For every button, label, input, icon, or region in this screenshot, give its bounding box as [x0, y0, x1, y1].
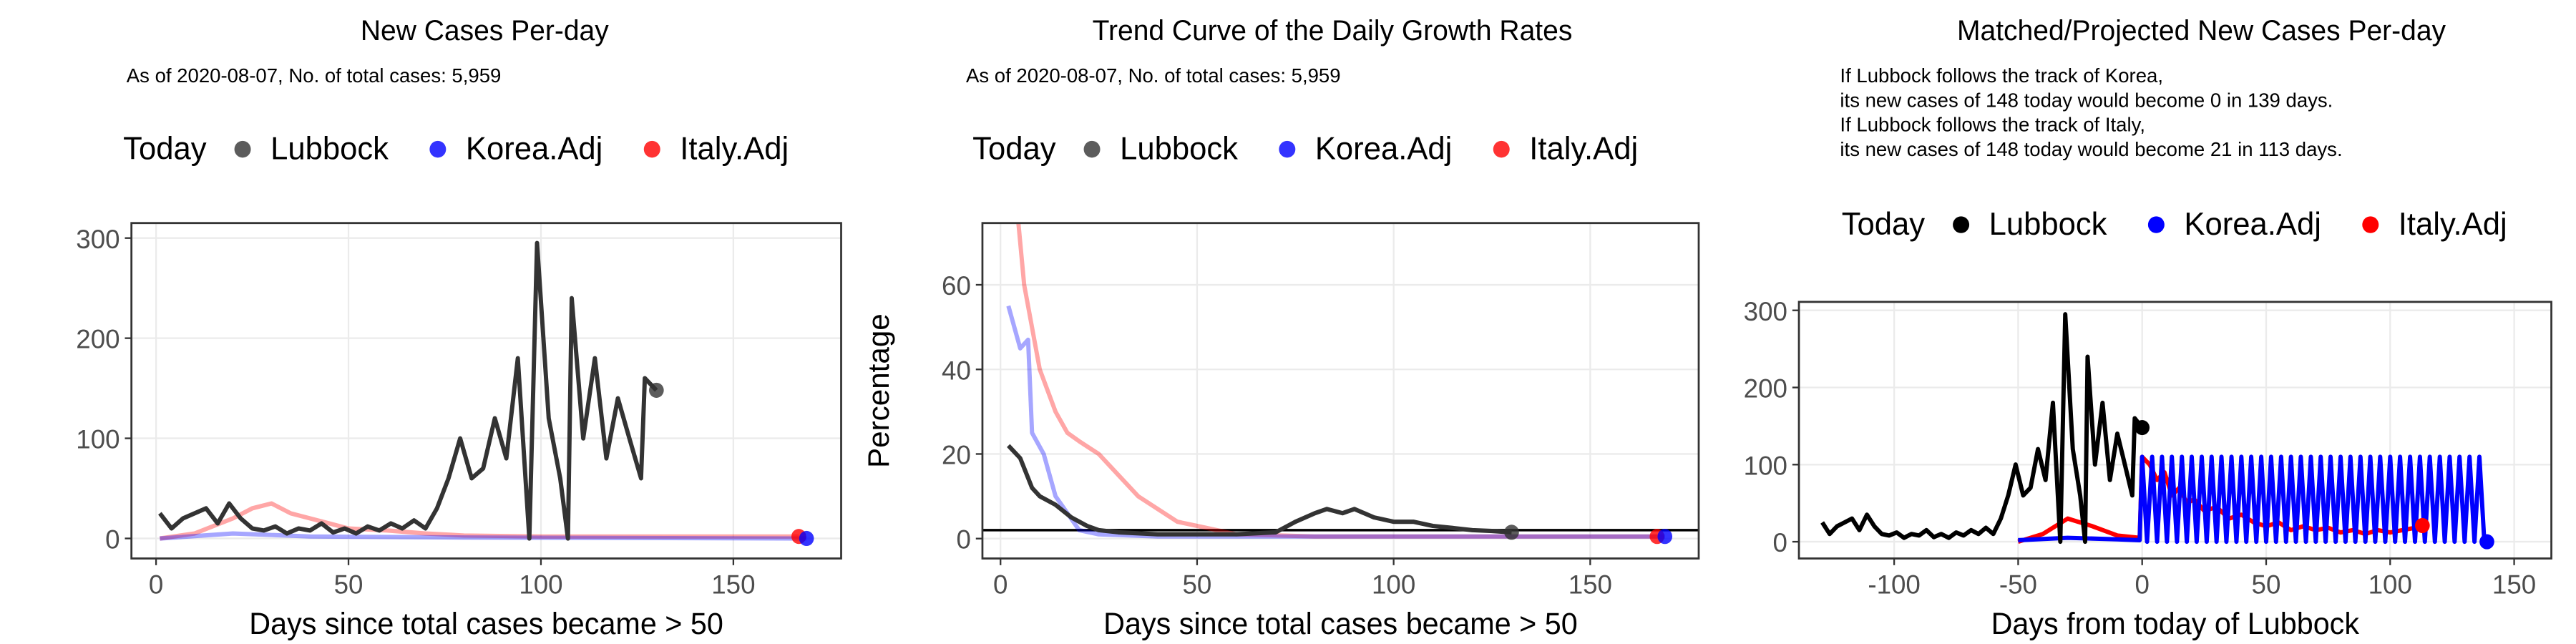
y-tick-label: 20: [942, 439, 971, 469]
legend-marker: [2362, 216, 2379, 233]
y-tick-label: 0: [1773, 527, 1787, 557]
today-marker: [1504, 525, 1519, 540]
x-tick-label: -50: [1999, 569, 2037, 599]
legend-label: Korea.Adj: [2184, 207, 2321, 243]
y-tick-label: 300: [76, 223, 119, 253]
y-tick-label: 0: [105, 524, 119, 554]
x-tick-label: 100: [2368, 569, 2412, 599]
x-axis-label: Days since total cases became > 50: [1103, 607, 1578, 640]
legend-marker: [1493, 140, 1510, 158]
series-line: [160, 531, 807, 541]
y-axis-label: Percentage: [862, 313, 895, 468]
panel-border: [981, 222, 1700, 560]
legend-label: Lubbock: [1120, 131, 1239, 167]
chart-title: New Cases Per-day: [361, 15, 609, 47]
legend-label: Italy.Adj: [2399, 207, 2507, 243]
y-tick-label: 300: [1744, 296, 1787, 326]
series-line: [1820, 312, 2144, 545]
plot-background: [131, 223, 841, 559]
legend-title: Today: [123, 131, 206, 167]
y-tick-label: 40: [942, 355, 971, 385]
legend-title: Today: [1842, 207, 1925, 243]
chart-title: Matched/Projected New Cases Per-day: [1957, 15, 2446, 47]
subtitle: As of 2020-08-07, No. of total cases: 5,…: [966, 64, 1341, 87]
plot-background: [982, 223, 1699, 559]
x-axis-label: Days from today of Lubbock: [1991, 607, 2360, 640]
annotation: If Lubbock follows the track of Korea,: [1840, 64, 2163, 87]
x-tick-label: 0: [993, 569, 1008, 599]
annotation: If Lubbock follows the track of Italy,: [1840, 113, 2145, 135]
legend-label: Korea.Adj: [1315, 131, 1453, 167]
legend-marker: [234, 140, 251, 158]
legend-marker: [1279, 140, 1296, 158]
today-marker: [799, 530, 814, 547]
x-tick-label: 0: [2135, 569, 2149, 599]
annotation: its new cases of 148 today would become …: [1840, 89, 2333, 111]
x-tick-label: 100: [519, 569, 562, 599]
today-marker: [2135, 420, 2150, 436]
legend-label: Italy.Adj: [680, 131, 789, 167]
plot-area: [1820, 312, 2487, 545]
today-marker: [1657, 529, 1673, 545]
x-tick-label: 50: [1183, 569, 1212, 599]
x-tick-label: 0: [149, 569, 163, 599]
series-line: [158, 240, 658, 541]
today-marker: [2415, 517, 2430, 533]
legend-label: Lubbock: [1989, 207, 2108, 243]
y-tick-label: 60: [942, 270, 971, 301]
x-tick-label: 50: [334, 569, 364, 599]
legend-marker: [1953, 216, 1970, 233]
legend-label: Italy.Adj: [1529, 131, 1638, 167]
today-marker: [648, 382, 664, 398]
x-tick-label: 50: [2252, 569, 2281, 599]
panel-border: [1797, 301, 2552, 560]
x-tick-label: -100: [1868, 569, 1921, 599]
legend-label: Lubbock: [270, 131, 389, 167]
legend-marker: [1083, 140, 1101, 158]
chart-title: Trend Curve of the Daily Growth Rates: [1093, 15, 1573, 47]
plot-area: [982, 223, 1699, 539]
panel-border: [130, 222, 842, 560]
legend-label: Korea.Adj: [466, 131, 603, 167]
y-tick-label: 0: [956, 524, 970, 554]
plot-area: [158, 240, 807, 541]
x-tick-label: 150: [1568, 569, 1612, 599]
x-axis-label: Days since total cases became > 50: [249, 607, 723, 640]
x-tick-label: 100: [1372, 569, 1415, 599]
y-tick-label: 200: [1744, 373, 1787, 403]
annotation: its new cases of 148 today would become …: [1840, 138, 2342, 160]
today-marker: [2479, 534, 2494, 550]
y-tick-label: 100: [1744, 450, 1787, 480]
x-tick-label: 150: [711, 569, 755, 599]
legend-marker: [2147, 216, 2165, 233]
legend-marker: [643, 140, 660, 158]
y-tick-label: 200: [76, 323, 119, 353]
legend-title: Today: [972, 131, 1055, 167]
legend-marker: [429, 140, 447, 158]
series-line: [1007, 444, 1512, 537]
series-line: [2018, 454, 2487, 545]
subtitle: As of 2020-08-07, No. of total cases: 5,…: [127, 64, 502, 87]
x-tick-label: 150: [2492, 569, 2536, 599]
series-line: [1016, 223, 1657, 539]
y-tick-label: 100: [76, 424, 119, 454]
